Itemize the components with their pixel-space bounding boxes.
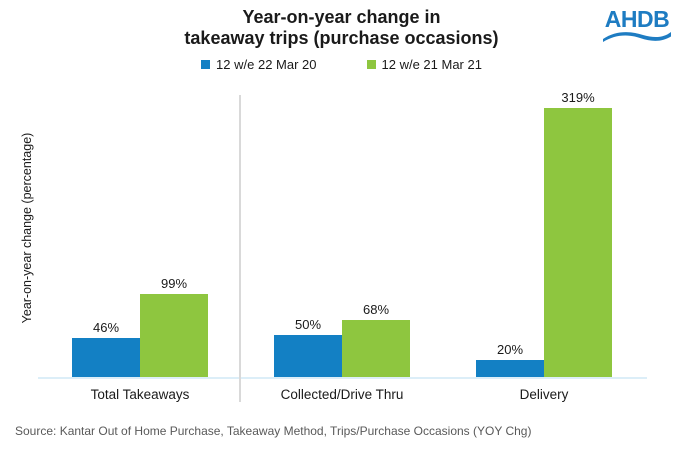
- bar-value-label: 68%: [362, 302, 390, 317]
- bar: 46%: [72, 320, 140, 377]
- chart-title: Year-on-year change in takeaway trips (p…: [0, 7, 683, 49]
- legend-swatch-icon: [201, 60, 211, 69]
- bar-value-label: 319%: [561, 90, 595, 105]
- ahdb-logo-text: AHDB: [604, 6, 670, 32]
- plot-area: 46% 99% Total Takeaways 50% 68% Collected/Dri…: [38, 90, 647, 402]
- ahdb-wave-icon: [603, 32, 671, 42]
- bar: 99%: [140, 276, 208, 377]
- category-label: Total Takeaways: [90, 387, 190, 402]
- bar: 68%: [342, 302, 410, 377]
- ahdb-logo: AHDB: [603, 7, 671, 42]
- legend-item: 12 w/e 21 Mar 21: [366, 57, 482, 72]
- bar-value-label: 99%: [160, 276, 188, 291]
- chart-title-line-2: takeaway trips (purchase occasions): [184, 28, 499, 48]
- legend: 12 w/e 22 Mar 20 12 w/e 21 Mar 21: [0, 57, 683, 72]
- legend-swatch-icon: [366, 60, 376, 69]
- y-axis-label: Year-on-year change (percentage): [20, 132, 34, 324]
- bar-group: 50% 68% Collected/Drive Thru: [274, 302, 410, 402]
- bar-group: 20% 319% Delivery: [476, 90, 612, 402]
- bar-value-label: 46%: [92, 320, 120, 335]
- category-label: Delivery: [519, 387, 569, 402]
- bar-value-label: 50%: [294, 317, 322, 332]
- category-label: Collected/Drive Thru: [280, 387, 404, 402]
- bar: 50%: [274, 317, 342, 377]
- legend-label: 12 w/e 22 Mar 20: [216, 57, 317, 72]
- chart-title-line-1: Year-on-year change in: [242, 7, 441, 27]
- bar: 319%: [544, 90, 612, 377]
- group-divider: [239, 95, 241, 402]
- legend-item: 12 w/e 22 Mar 20: [201, 57, 317, 72]
- bar-value-label: 20%: [496, 342, 524, 357]
- legend-label: 12 w/e 21 Mar 21: [381, 57, 482, 72]
- source-note: Source: Kantar Out of Home Purchase, Tak…: [15, 424, 532, 438]
- bar-group: 46% 99% Total Takeaways: [72, 276, 208, 402]
- bar: 20%: [476, 342, 544, 377]
